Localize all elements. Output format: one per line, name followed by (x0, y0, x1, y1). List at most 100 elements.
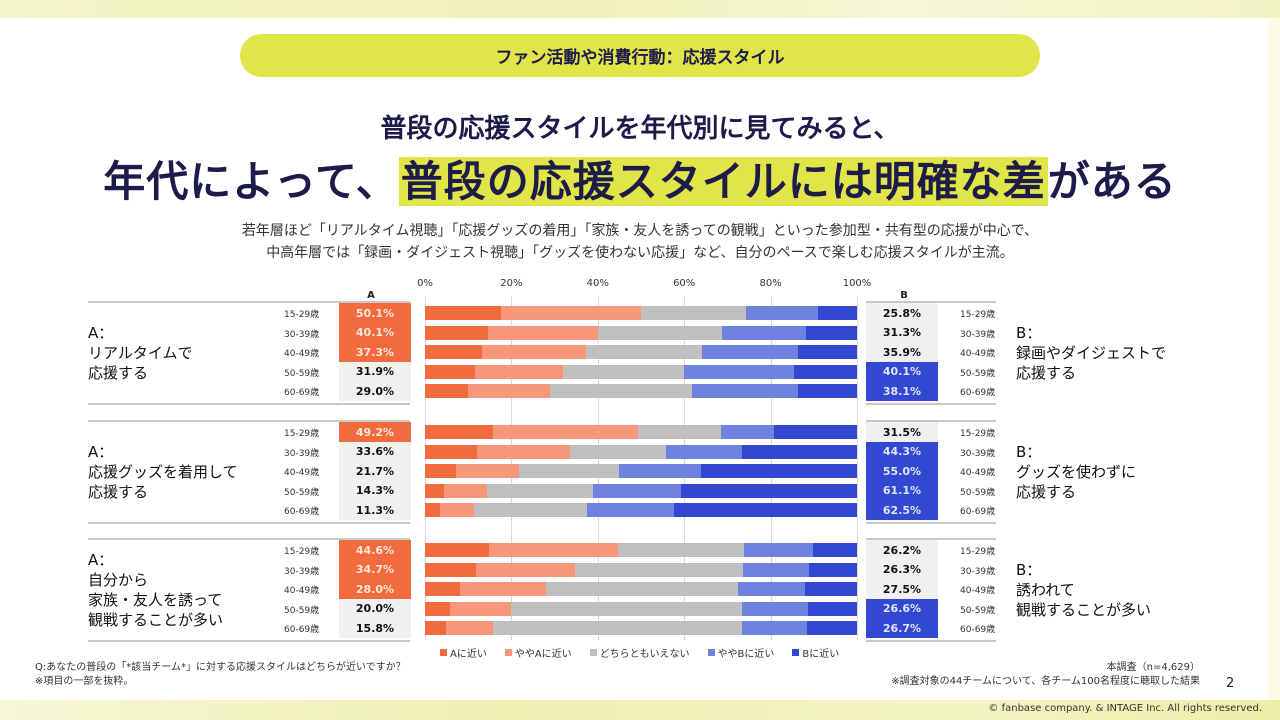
bar-segment-somewhat-a (455, 464, 520, 479)
bar-segment-a-close (425, 364, 476, 379)
a-total-value: 40.1% (339, 322, 411, 343)
group-label-b-line: グッズを使わずに (1016, 463, 1137, 481)
bar-segment-somewhat-b (720, 425, 775, 439)
bar-segment-b-close (809, 562, 858, 577)
bar-segment-somewhat-b (743, 543, 813, 557)
group-label-b: B： グッズを使わずに 応援する (1016, 442, 1136, 502)
a-total-value: 34.7% (339, 559, 411, 580)
section-pill-label: ファン活動や消費行動：応援スタイル (495, 48, 785, 68)
bar-segment-b-close (812, 543, 858, 557)
bar-segment-somewhat-b (742, 601, 809, 616)
bar-segment-a-close (425, 444, 478, 459)
bar-segment-b-close (806, 325, 858, 340)
bar-segment-b-close (700, 464, 858, 479)
age-label: 40-49歳 (284, 349, 320, 360)
group-label-a: A： 自分から 家族・友人を誘って 観戦することが多い (88, 550, 223, 630)
b-total-value: 26.3% (866, 559, 938, 580)
bar-segment-somewhat-b (593, 483, 682, 498)
description: 若年層ほど「リアルタイム視聴」「応援グッズの着用」「家族・友人を誘っての観戦」と… (0, 220, 1280, 264)
legend-item: ややBに近い (707, 645, 774, 660)
group-label-a-line: リアルタイムで (88, 344, 193, 362)
bar-segment-somewhat-a (450, 601, 512, 616)
x-tick-label: 0% (417, 278, 433, 289)
age-label: 50-59歳 (960, 368, 996, 379)
legend-swatch (504, 649, 512, 656)
b-total-value: 31.3% (866, 322, 938, 343)
group-divider (866, 420, 996, 422)
group-divider (866, 522, 996, 524)
age-label: 40-49歳 (960, 586, 996, 597)
bar-segment-neutral (473, 503, 588, 518)
age-label: 60-69歳 (284, 388, 320, 399)
bar-segment-a-close (425, 601, 451, 616)
group-divider (866, 538, 996, 540)
bar-segment-b-close (806, 621, 858, 636)
age-label: 15-29歳 (960, 310, 996, 320)
bar-segment-neutral (562, 364, 685, 379)
group-label-b-line: 録画やダイジェストで (1016, 344, 1167, 362)
age-label: 60-69歳 (284, 625, 320, 636)
bar-segment-b-close (681, 483, 858, 498)
a-total-value: 49.2% (339, 422, 411, 443)
b-total-value: 38.1% (866, 381, 938, 402)
group-label-a-line: A： (88, 324, 114, 342)
bar-segment-b-close (808, 601, 858, 616)
group-label-b-line: 誘われて (1016, 581, 1075, 599)
legend-item: どちらともいえない (589, 645, 690, 660)
sample-size: 本調査（n=4,629） (1106, 662, 1200, 673)
bar-segment-somewhat-a (475, 364, 564, 379)
group-label-a: A： 応援グッズを着用して 応援する (88, 442, 238, 502)
bar-segment-somewhat-b (743, 562, 810, 577)
description-line-2: 中高年層では「録画・ダイジェスト視聴」「グッズを使わない応援」など、自分のペース… (266, 245, 1014, 261)
bar-segment-a-close (425, 306, 502, 320)
a-total-value: 31.9% (339, 361, 411, 382)
group-divider (866, 640, 996, 642)
age-label: 40-49歳 (284, 468, 320, 479)
bar-segment-neutral (641, 306, 746, 320)
b-total-value: 25.8% (866, 303, 938, 324)
b-total-value: 40.1% (866, 361, 938, 382)
bar-segment-somewhat-a (487, 325, 599, 340)
x-tick-label: 80% (759, 278, 782, 289)
b-total-value: 27.5% (866, 579, 938, 600)
group-label-b: B： 録画やダイジェストで 応援する (1016, 323, 1166, 383)
a-total-value: 20.0% (339, 598, 411, 619)
footnote-right: 本調査（n=4,629） ※調査対象の44チームについて、各チーム100名程度に… (891, 661, 1200, 689)
bar-segment-somewhat-a (488, 543, 618, 557)
bar-segment-b-close (793, 364, 858, 379)
bar-segment-somewhat-b (741, 621, 808, 636)
b-total-value: 26.6% (866, 598, 938, 619)
group-divider (866, 403, 996, 405)
description-line-1: 若年層ほど「リアルタイム視聴」「応援グッズの着用」「家族・友人を誘っての観戦」と… (241, 223, 1039, 239)
age-label: 50-59歳 (960, 605, 996, 616)
bar-segment-b-close (673, 503, 858, 518)
age-label: 30-39歳 (284, 566, 320, 577)
group-divider (88, 420, 410, 422)
x-tick-label: 100% (842, 278, 872, 289)
bar-segment-b-close (805, 582, 858, 597)
age-label: 30-39歳 (284, 329, 320, 340)
age-label: 15-29歳 (960, 429, 996, 439)
bar-segment-a-close (425, 543, 490, 557)
bar-segment-somewhat-b (619, 464, 701, 479)
age-label: 40-49歳 (960, 349, 996, 360)
legend-swatch (589, 649, 597, 656)
bar-segment-somewhat-a (459, 582, 547, 597)
bar-segment-neutral (586, 345, 703, 360)
age-label: 30-39歳 (960, 566, 996, 577)
bar-segment-neutral (550, 384, 693, 399)
bar-segment-neutral (598, 325, 723, 340)
b-total-value: 61.1% (866, 480, 938, 501)
group-label-a-line: 観戦することが多い (88, 611, 224, 629)
bar-segment-neutral (486, 483, 594, 498)
bar-segment-somewhat-a (476, 444, 571, 459)
group-label-a: A： リアルタイムで 応援する (88, 323, 193, 383)
group-label-b-line: 応援する (1016, 364, 1077, 382)
bar-segment-somewhat-b (692, 384, 799, 399)
note-left: ※項目の一部を抜粋。 (35, 676, 134, 687)
group-label-a-line: A： (88, 443, 114, 461)
survey-question: Q:あなたの普段の「*該当チーム*」に対する応援スタイルはどちらが近いですか？ (35, 662, 406, 673)
bar-segment-b-close (742, 444, 858, 459)
bar-segment-neutral (518, 464, 620, 479)
title-post: がある (1047, 157, 1177, 206)
